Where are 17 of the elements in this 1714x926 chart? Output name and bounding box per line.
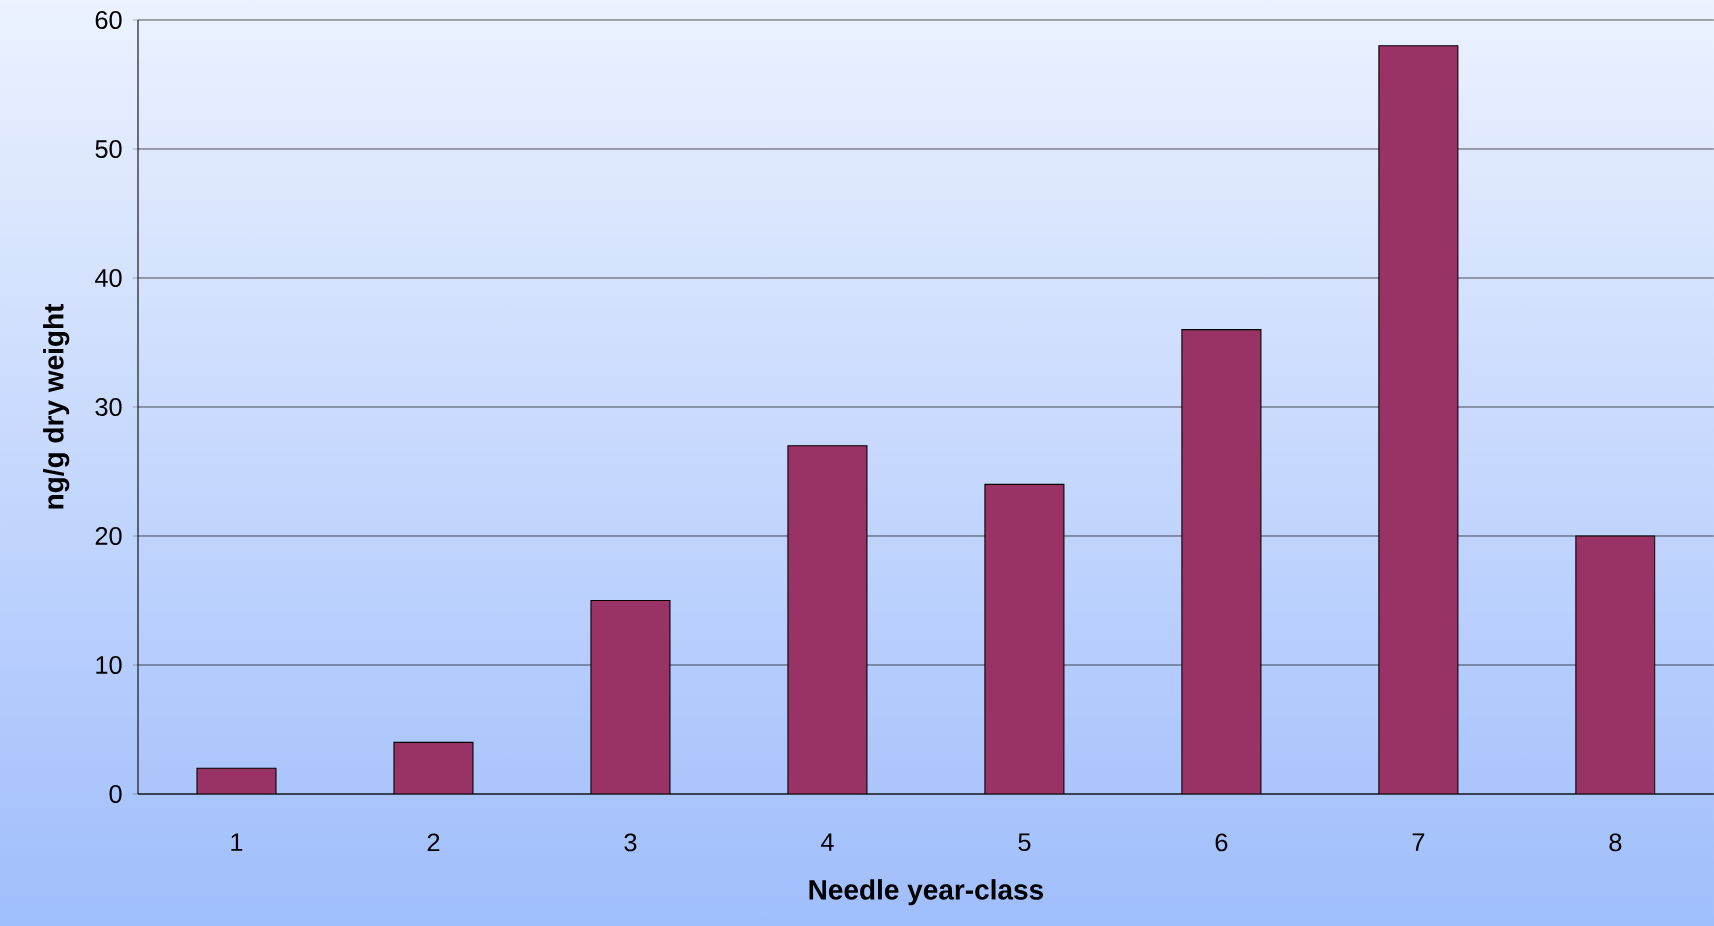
x-tick-label: 3	[624, 833, 637, 852]
y-tick-label: 40	[95, 269, 122, 287]
x-tick-label: 1	[231, 833, 243, 851]
y-tick-label: 0	[109, 785, 122, 803]
y-tick-label: 20	[95, 527, 122, 545]
y-tick-label: 10	[96, 656, 122, 674]
x-tick-label: 4	[820, 833, 834, 851]
x-tick-label: 5	[1018, 833, 1031, 852]
x-tick-label: 8	[1609, 833, 1622, 852]
y-axis-title: ng/g dry weight	[43, 303, 70, 509]
y-tick-label: 60	[95, 11, 122, 29]
x-axis-title: Needle year-class	[809, 879, 1044, 906]
x-tick-label: 2	[427, 833, 440, 852]
y-tick-label: 30	[95, 398, 122, 416]
x-tick-label: 7	[1412, 833, 1425, 851]
x-tick-label: 6	[1215, 833, 1228, 852]
y-tick-label: 50	[95, 140, 122, 158]
